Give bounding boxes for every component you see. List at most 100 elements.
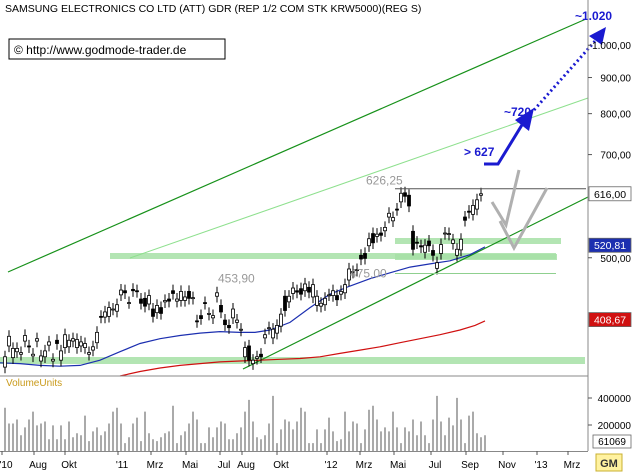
candle [363, 247, 367, 265]
candle [179, 285, 183, 307]
candle [351, 265, 355, 279]
candle [51, 353, 55, 368]
candle-body [355, 269, 359, 272]
x-tick-label: '11 [116, 460, 129, 471]
copyright-box [8, 38, 226, 60]
candle [343, 278, 347, 299]
candle [63, 328, 67, 354]
candle [35, 332, 39, 348]
candle [175, 292, 179, 308]
candle [115, 298, 119, 318]
candle-body [435, 262, 439, 269]
candle [467, 205, 471, 219]
candle [111, 302, 115, 316]
y-tick-label: 900,00 [600, 74, 631, 85]
x-tick-label: Mrz [147, 460, 164, 471]
candle [423, 239, 427, 259]
price-badge-box [588, 312, 632, 327]
vol-tick-label: 200000 [598, 421, 632, 432]
x-tick-label: Mrz [356, 460, 373, 471]
candle [307, 281, 311, 299]
candle [31, 348, 35, 363]
candle [7, 330, 11, 353]
candle [11, 342, 15, 364]
projection-solid [484, 119, 527, 166]
candle-body [323, 297, 327, 306]
candle-body [339, 291, 343, 295]
copyright-text[interactable]: © http://www.godmode-trader.de [14, 43, 187, 57]
chart-title: SAMSUNG ELECTRONICS CO LTD (ATT) GDR (RE… [5, 3, 421, 15]
candle [131, 283, 135, 297]
candle-body [155, 305, 159, 314]
candle [411, 225, 415, 256]
candle [299, 282, 303, 301]
scenario-v1 [490, 169, 521, 229]
candle [395, 203, 399, 216]
candle-body [203, 302, 207, 304]
y-tick-label: 700,00 [600, 151, 631, 162]
candle [71, 332, 75, 348]
candle [391, 211, 395, 228]
candle-body [63, 334, 67, 348]
candle [159, 301, 163, 320]
y-tick-label: 1.000,00 [592, 41, 631, 52]
candle-body [219, 305, 223, 313]
candle [311, 278, 315, 304]
candle [339, 285, 343, 301]
candle [39, 349, 43, 368]
candle [187, 285, 191, 305]
x-tick-label: Jul [429, 460, 442, 471]
candle [435, 256, 439, 275]
candle [163, 294, 167, 309]
candles [3, 186, 483, 374]
candle-body [403, 192, 407, 197]
candle [407, 189, 411, 213]
candle [3, 350, 7, 374]
candle-body [319, 302, 323, 307]
candle [119, 283, 123, 302]
candle-body [135, 290, 139, 293]
candle [195, 314, 199, 328]
candle-body [167, 298, 171, 302]
candle-body [275, 325, 279, 334]
scenario-v2 [498, 187, 549, 252]
candle-body [79, 341, 83, 347]
candle-body [235, 319, 239, 323]
candle [303, 277, 307, 297]
candle [27, 339, 31, 353]
candle [335, 289, 339, 306]
support-zone [395, 238, 561, 244]
candle [19, 346, 23, 361]
candle [199, 309, 203, 325]
candle [347, 262, 351, 287]
candle-body [467, 210, 471, 213]
candle-body [103, 311, 107, 318]
logo-box [595, 453, 623, 472]
candle-body [415, 241, 419, 244]
candle-body [295, 290, 299, 293]
candle [155, 299, 159, 319]
candle-body [399, 192, 403, 203]
candle [227, 319, 231, 334]
candle [275, 319, 279, 340]
candle-body [447, 233, 451, 235]
candle-body [95, 331, 99, 344]
candle [475, 193, 479, 216]
candle [419, 239, 423, 254]
candle [367, 232, 371, 252]
candle-body [91, 346, 95, 351]
price-badge: 408,67 [588, 312, 632, 327]
candle [147, 289, 151, 311]
candle-body [47, 341, 51, 346]
candle-body [39, 355, 43, 362]
candle-body [439, 244, 443, 254]
candle [215, 286, 219, 303]
candle [223, 314, 227, 331]
annotation-475: 475,00 [350, 266, 387, 280]
candle-body [455, 248, 459, 256]
candle-body [51, 358, 55, 362]
candle-body [427, 240, 431, 247]
candle [99, 310, 103, 324]
